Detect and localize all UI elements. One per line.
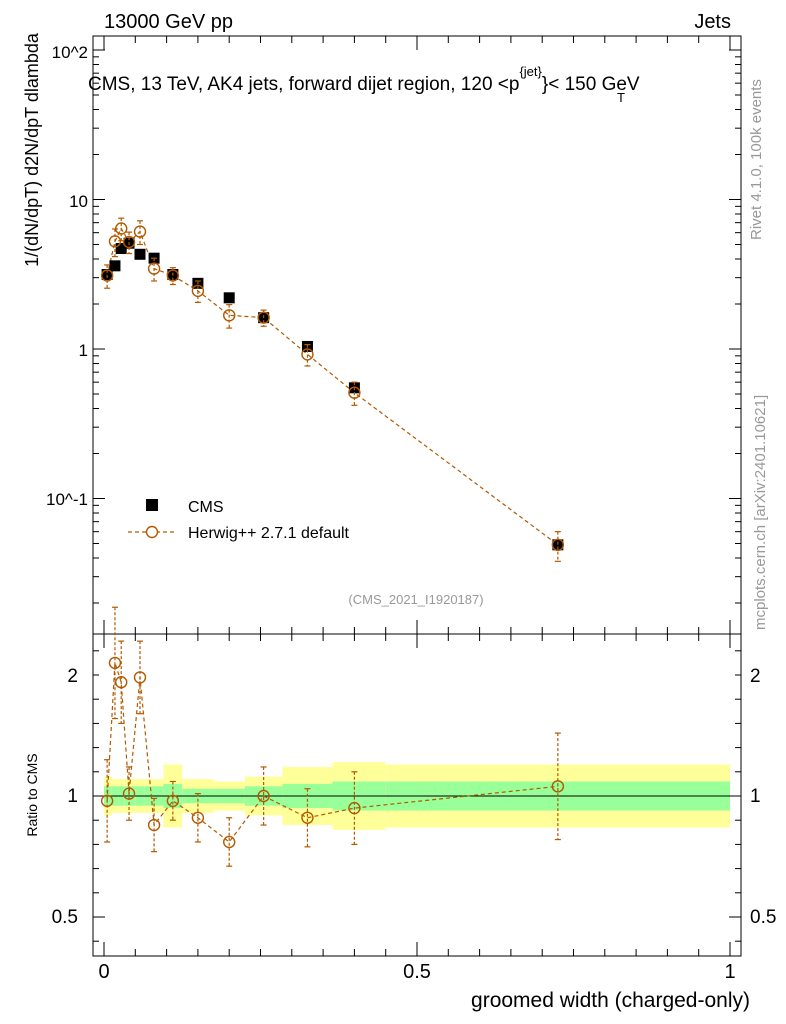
ratio-data-point xyxy=(257,789,270,803)
plot-title-main: CMS, 13 TeV, AK4 jets, forward dijet reg… xyxy=(88,74,519,95)
cms-data-point xyxy=(552,539,564,551)
upper-panel: CMS, 13 TeV, AK4 jets, forward dijet reg… xyxy=(22,32,742,635)
ratio-ytick-2-right: 2 xyxy=(750,666,761,687)
ratio-ytick-0.5-right: 0.5 xyxy=(750,907,776,928)
ytick-label-1: 1 xyxy=(79,341,88,360)
ratio-data-point xyxy=(147,818,161,832)
herwig-data-point xyxy=(301,348,314,361)
herwig-data-point xyxy=(122,235,136,249)
herwig-data-point xyxy=(133,225,147,238)
herwig-data-point xyxy=(222,309,236,322)
plot-title: CMS, 13 TeV, AK4 jets, forward dijet reg… xyxy=(88,64,640,95)
plot-title-subscript: T xyxy=(617,90,625,105)
ytick-label-0.1: 10^-1 xyxy=(46,490,88,509)
ratio-data-point xyxy=(301,811,314,824)
ratio-data-point xyxy=(122,787,136,800)
legend: CMS Herwig++ 2.7.1 default xyxy=(128,499,350,542)
plot-title-superscript: {jet} xyxy=(519,64,542,79)
ratio-data-points xyxy=(100,606,565,867)
ratio-ytick-0.5-left: 0.5 xyxy=(52,907,78,928)
ratio-ytick-1-right: 1 xyxy=(750,786,761,807)
ratio-data-point xyxy=(551,780,565,793)
herwig-data-point xyxy=(100,269,114,282)
ratio-ylabel: Ratio to CMS xyxy=(24,753,40,836)
ratio-ytick-1-left: 1 xyxy=(67,786,78,807)
ratio-data-point xyxy=(222,835,236,849)
ratio-uncertainty-bands xyxy=(93,762,741,830)
xtick-label-1: 1 xyxy=(724,961,735,983)
analysis-tag: (CMS_2021_I1920187) xyxy=(348,592,483,607)
legend-marker-cms xyxy=(146,499,158,511)
xtick-label-0: 0 xyxy=(98,961,109,983)
header-right-label: Jets xyxy=(694,11,731,33)
legend-label-herwig: Herwig++ 2.7.1 default xyxy=(188,525,350,542)
ratio-data-point xyxy=(191,811,205,824)
herwig-data-point xyxy=(108,235,122,248)
cms-data-point xyxy=(134,248,146,260)
ratio-data-point xyxy=(115,676,128,689)
ytick-label-10: 10 xyxy=(69,192,88,211)
mcplots-label: mcplots.cern.ch [arXiv:2401.10621] xyxy=(752,395,769,630)
rivet-version-label: Rivet 4.1.0, 100k events xyxy=(748,79,765,240)
legend-label-cms: CMS xyxy=(188,499,224,516)
xtick-label-0.5: 0.5 xyxy=(403,961,431,983)
lower-axis-ticks xyxy=(93,634,741,956)
herwig-data-point xyxy=(115,222,128,235)
herwig-data-point xyxy=(551,538,565,552)
herwig-data-point xyxy=(147,262,161,275)
header-left-label: 13000 GeV pp xyxy=(104,11,233,33)
ratio-data-point xyxy=(133,671,147,684)
herwig-data-point xyxy=(257,311,270,324)
plot-title-end: }< 150 GeV xyxy=(542,74,640,95)
ytick-label-100: 10^2 xyxy=(52,43,88,62)
ratio-ytick-2-left: 2 xyxy=(67,666,78,687)
ratio-data-point xyxy=(100,794,114,808)
herwig-data-point xyxy=(166,269,180,282)
legend-marker-herwig xyxy=(145,525,159,539)
herwig-data-point xyxy=(348,386,361,399)
upper-frame xyxy=(92,35,742,635)
upper-ylabel: 1/(dN/dpT) d2N/dpT dlambda xyxy=(22,32,42,267)
upper-data-points xyxy=(100,217,565,562)
cms-data-point xyxy=(223,292,235,304)
cms-data-point xyxy=(115,243,127,255)
cms-data-point xyxy=(101,269,113,281)
herwig-data-point xyxy=(191,284,205,298)
ratio-data-point xyxy=(108,656,122,670)
cms-data-point xyxy=(109,260,121,272)
upper-axis-ticks xyxy=(93,36,741,634)
ratio-data-point xyxy=(166,794,180,808)
xlabel: groomed width (charged-only) xyxy=(471,989,750,1012)
lower-panel: 2 1 0.5 2 1 0.5 Ratio to CMS 0 0.5 1 gro… xyxy=(24,606,776,1012)
ratio-data-point xyxy=(348,801,361,815)
